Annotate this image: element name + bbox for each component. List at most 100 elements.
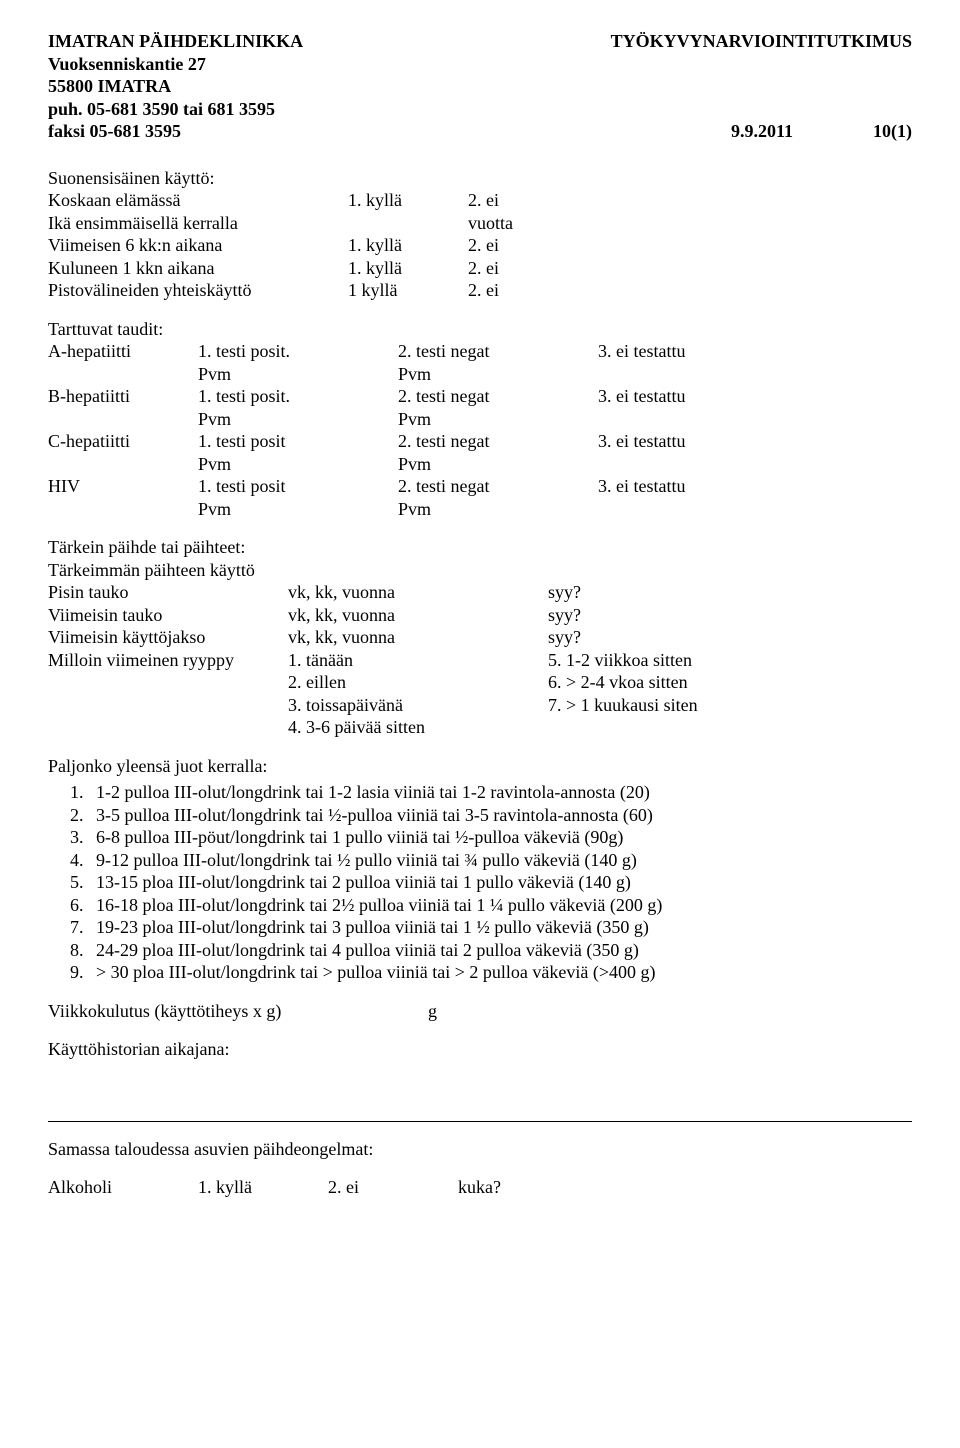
iv-row: Viimeisen 6 kk:n aikana 1. kyllä 2. ei <box>48 234 912 257</box>
disease-pvm: Pvm <box>398 408 598 431</box>
iv-label: Koskaan elämässä <box>48 189 348 212</box>
phone-line: puh. 05-681 3590 tai 681 3595 <box>48 98 912 121</box>
disease-block: HIV 1. testi posit 2. testi negat 3. ei … <box>48 475 912 520</box>
household-opt-yes: 1. kyllä <box>198 1176 328 1199</box>
last-drink-row: Milloin viimeinen ryyppy 1. tänään 5. 1-… <box>48 649 912 672</box>
last-opt-left: 1. tänään <box>288 649 548 672</box>
history-label: Käyttöhistorian aikajana: <box>48 1038 912 1061</box>
disease-pvm: Pvm <box>398 363 598 386</box>
disease-t3: 3. ei testattu <box>598 475 738 498</box>
page: IMATRAN PÄIHDEKLINIKKA TYÖKYVYNARVIOINTI… <box>0 0 960 1448</box>
tp-right: syy? <box>548 581 848 604</box>
tp-row: Viimeisin käyttöjakso vk, kk, vuonna syy… <box>48 626 912 649</box>
quantity-item: 13-15 ploa III-olut/longdrink tai 2 pull… <box>88 871 912 894</box>
tp-label: Viimeisin tauko <box>48 604 288 627</box>
weekly-row: Viikkokulutus (käyttötiheys x g) g <box>48 1000 912 1023</box>
last-opt-left: 3. toissapäivänä <box>288 694 548 717</box>
disease-t3: 3. ei testattu <box>598 385 738 408</box>
last-drink-row: 4. 3-6 päivää sitten <box>48 716 912 739</box>
page-number: 10(1) <box>873 120 912 143</box>
header-row-1: IMATRAN PÄIHDEKLINIKKA TYÖKYVYNARVIOINTI… <box>48 30 912 53</box>
document-title: TYÖKYVYNARVIOINTITUTKIMUS <box>611 30 912 53</box>
tp-mid: vk, kk, vuonna <box>288 604 548 627</box>
quantity-item: 16-18 ploa III-olut/longdrink tai 2½ pul… <box>88 894 912 917</box>
fax-label: faksi 05-681 3595 <box>48 120 181 143</box>
disease-name: B-hepatiitti <box>48 385 198 408</box>
last-opt-left: 2. eillen <box>288 671 548 694</box>
quantity-item: > 30 ploa III-olut/longdrink tai > pullo… <box>88 961 912 984</box>
iv-label: Kuluneen 1 kkn aikana <box>48 257 348 280</box>
disease-t2: 2. testi negat <box>398 475 598 498</box>
iv-opt-no: 2. ei <box>468 234 588 257</box>
divider <box>48 1121 912 1122</box>
weekly-label: Viikkokulutus (käyttötiheys x g) <box>48 1000 428 1023</box>
iv-label: Ikä ensimmäisellä kerralla <box>48 212 348 235</box>
iv-opt-no: 2. ei <box>468 189 588 212</box>
disease-pvm: Pvm <box>198 498 398 521</box>
weekly-unit: g <box>428 1000 437 1023</box>
disease-pvm: Pvm <box>398 498 598 521</box>
household-heading: Samassa taloudessa asuvien päihdeongelma… <box>48 1138 912 1161</box>
household-who: kuka? <box>458 1176 501 1199</box>
quantity-item: 3-5 pulloa III-olut/longdrink tai ½-pull… <box>88 804 912 827</box>
tp-right: syy? <box>548 604 848 627</box>
tp-mid: vk, kk, vuonna <box>288 581 548 604</box>
iv-row: Kuluneen 1 kkn aikana 1. kyllä 2. ei <box>48 257 912 280</box>
quantity-item: 1-2 pulloa III-olut/longdrink tai 1-2 la… <box>88 781 912 804</box>
iv-opt-no: 2. ei <box>468 279 588 302</box>
tp-label: Viimeisin käyttöjakso <box>48 626 288 649</box>
iv-row: Ikä ensimmäisellä kerralla vuotta <box>48 212 912 235</box>
disease-block: A-hepatiitti 1. testi posit. 2. testi ne… <box>48 340 912 385</box>
address-line-2: 55800 IMATRA <box>48 75 912 98</box>
disease-t1: 1. testi posit. <box>198 340 398 363</box>
iv-row: Koskaan elämässä 1. kyllä 2. ei <box>48 189 912 212</box>
fax-row: faksi 05-681 3595 9.9.2011 10(1) <box>48 120 912 143</box>
quantity-item: 6-8 pulloa III-pöut/longdrink tai 1 pull… <box>88 826 912 849</box>
iv-rows: Koskaan elämässä 1. kyllä 2. ei Ikä ensi… <box>48 189 912 302</box>
iv-opt-yes: 1. kyllä <box>348 257 468 280</box>
last-opt-left: 4. 3-6 päivää sitten <box>288 716 548 739</box>
iv-heading: Suonensisäinen käyttö: <box>48 167 912 190</box>
iv-opt-yes: 1. kyllä <box>348 234 468 257</box>
quantity-item: 9-12 pulloa III-olut/longdrink tai ½ pul… <box>88 849 912 872</box>
iv-label: Pistovälineiden yhteiskäyttö <box>48 279 348 302</box>
last-drink-row: 3. toissapäivänä 7. > 1 kuukausi siten <box>48 694 912 717</box>
disease-pvm: Pvm <box>198 363 398 386</box>
iv-label: Viimeisen 6 kk:n aikana <box>48 234 348 257</box>
disease-t1: 1. testi posit <box>198 475 398 498</box>
iv-opt-no: vuotta <box>468 212 588 235</box>
quantity-item: 19-23 ploa III-olut/longdrink tai 3 pull… <box>88 916 912 939</box>
disease-pvm: Pvm <box>198 408 398 431</box>
disease-t3: 3. ei testattu <box>598 430 738 453</box>
main-substance-usage-label: Tärkeimmän päihteen käyttö <box>48 559 912 582</box>
tp-row: Pisin tauko vk, kk, vuonna syy? <box>48 581 912 604</box>
clinic-name: IMATRAN PÄIHDEKLINIKKA <box>48 30 303 53</box>
household-opt-no: 2. ei <box>328 1176 458 1199</box>
disease-t1: 1. testi posit <box>198 430 398 453</box>
iv-opt-no: 2. ei <box>468 257 588 280</box>
disease-name: A-hepatiitti <box>48 340 198 363</box>
disease-block: B-hepatiitti 1. testi posit. 2. testi ne… <box>48 385 912 430</box>
iv-opt-yes: 1 kyllä <box>348 279 468 302</box>
disease-t3: 3. ei testattu <box>598 340 738 363</box>
disease-t2: 2. testi negat <box>398 430 598 453</box>
tp-mid: vk, kk, vuonna <box>288 626 548 649</box>
disease-t2: 2. testi negat <box>398 385 598 408</box>
last-opt-right: 7. > 1 kuukausi siten <box>548 694 848 717</box>
tp-right: syy? <box>548 626 848 649</box>
iv-opt-yes <box>348 212 468 235</box>
disease-t2: 2. testi negat <box>398 340 598 363</box>
tp-label: Pisin tauko <box>48 581 288 604</box>
document-date: 9.9.2011 <box>731 120 793 143</box>
tp-row: Viimeisin tauko vk, kk, vuonna syy? <box>48 604 912 627</box>
quantity-item: 24-29 ploa III-olut/longdrink tai 4 pull… <box>88 939 912 962</box>
quantity-list: 1-2 pulloa III-olut/longdrink tai 1-2 la… <box>48 781 912 984</box>
iv-opt-yes: 1. kyllä <box>348 189 468 212</box>
disease-t1: 1. testi posit. <box>198 385 398 408</box>
last-drink-row: 2. eillen 6. > 2-4 vkoa sitten <box>48 671 912 694</box>
main-substance-heading: Tärkein päihde tai päihteet: <box>48 536 912 559</box>
disease-block: C-hepatiitti 1. testi posit 2. testi neg… <box>48 430 912 475</box>
disease-name: HIV <box>48 475 198 498</box>
quantity-heading: Paljonko yleensä juot kerralla: <box>48 755 912 778</box>
diseases-heading: Tarttuvat taudit: <box>48 318 912 341</box>
